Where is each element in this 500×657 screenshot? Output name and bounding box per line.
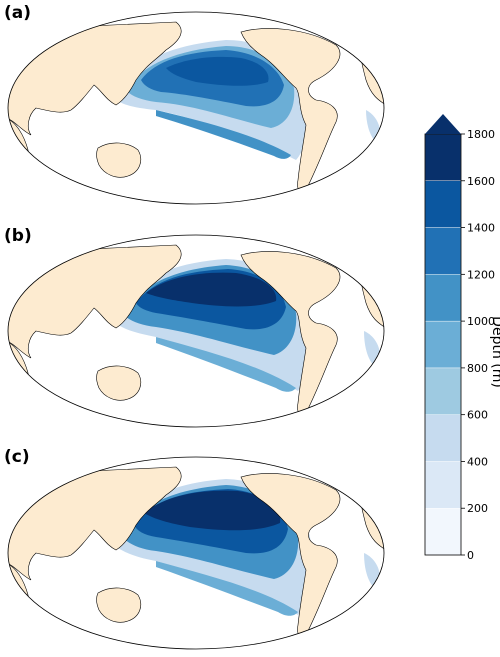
- landmass-eurasia-b: [8, 244, 182, 359]
- colorbar-band: [424, 274, 462, 322]
- colorbar-tick-label: 1200: [467, 268, 495, 281]
- panel-label-a: (a): [4, 3, 32, 23]
- depth-map-a: [7, 11, 385, 205]
- depth-colorbar: 0 200 400 600 800 1000 1200 1400 1600 1800 Depth …: [424, 114, 500, 562]
- panel-label-c: (c): [4, 447, 30, 467]
- depth-field-a-tail: [156, 110, 291, 159]
- depth-map-c: [7, 456, 385, 650]
- landmass-australia-b: [96, 365, 141, 401]
- depth-field-a-deepest: [166, 56, 269, 86]
- colorbar-band: [424, 508, 462, 556]
- colorbar-tick-label: 200: [467, 502, 488, 515]
- colorbar-band: [424, 133, 462, 181]
- colorbar-ticks: 0 200 400 600 800 1000 1200 1400 1600 1800: [461, 128, 495, 562]
- colorbar-band: [424, 461, 462, 509]
- landmass-americas-a: [240, 28, 341, 193]
- colorbar-bands: [424, 133, 462, 556]
- colorbar-extend-triangle: [425, 114, 461, 134]
- colorbar-band: [424, 414, 462, 462]
- depth-map-b: [7, 234, 385, 428]
- landmass-australia-c: [96, 587, 141, 623]
- colorbar-tick-label: 800: [467, 362, 488, 375]
- depth-field-b-deepest: [146, 272, 277, 307]
- colorbar-tick-label: 600: [467, 409, 488, 422]
- landmass-americas-b: [240, 251, 341, 416]
- colorbar-band: [424, 180, 462, 228]
- colorbar-tick-label: 0: [467, 549, 474, 562]
- colorbar-tick-label: 1000: [467, 315, 495, 328]
- colorbar-band: [424, 227, 462, 275]
- colorbar-tick-label: 1400: [467, 222, 495, 235]
- colorbar-tick-label: 400: [467, 455, 488, 468]
- colorbar-tick-label: 1600: [467, 175, 495, 188]
- depth-field-c-deepest: [144, 490, 281, 531]
- landmass-eurasia-c: [8, 466, 182, 581]
- landmass-australia-a: [96, 142, 141, 178]
- colorbar-label: Depth (m): [489, 316, 500, 388]
- depth-field-b-tail: [156, 337, 296, 392]
- colorbar-band: [424, 367, 462, 415]
- panel-label-b: (b): [4, 226, 32, 246]
- colorbar-band: [424, 320, 462, 369]
- colorbar-tick-label: 1800: [467, 128, 495, 141]
- depth-field-c-tail: [156, 561, 298, 616]
- landmass-americas-c: [240, 473, 341, 638]
- landmass-eurasia-a: [8, 21, 182, 136]
